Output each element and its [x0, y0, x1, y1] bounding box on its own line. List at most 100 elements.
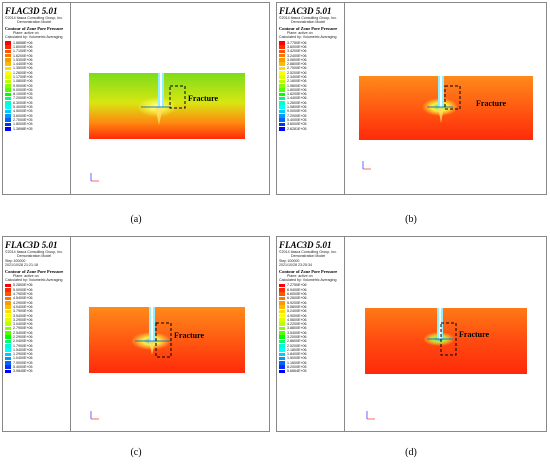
scale-value: 1.7100E+06 — [13, 49, 33, 54]
scale-row: 2.8800E+06 — [279, 62, 342, 66]
scale-swatch — [279, 109, 285, 114]
scale-swatch — [279, 71, 285, 75]
copyright: ©2014 Itasca Consulting Group, Inc. — [5, 16, 63, 20]
scale-value: 1.8400E+06 — [287, 352, 307, 357]
scale-value: 3.4200E+06 — [287, 49, 307, 54]
scale-swatch — [279, 365, 285, 370]
scale-value: 1.8000E+06 — [287, 87, 307, 92]
scale-value: 8.2000E+05 — [287, 365, 307, 370]
scale-value: 1.8000E+06 — [13, 44, 33, 49]
scale-row: 1.0400E+06 — [5, 356, 68, 360]
plane-status: Plane: active on — [287, 273, 313, 278]
scale-row: 5.0000E+06 — [5, 288, 68, 292]
scale-value: 9.9000E+05 — [13, 83, 33, 88]
scale-value: 4.0400E+06 — [13, 304, 33, 309]
timestamp: 2021/10/28 21:21:18 — [5, 263, 38, 268]
plane-status: Plane: active on — [13, 30, 39, 35]
scale-row: 4.7900E+06 — [5, 292, 68, 296]
scale-value: 3.5400E+06 — [287, 330, 307, 335]
model-view-a: Fracture — [71, 3, 269, 194]
scale-row: 7.9000E+05 — [5, 361, 68, 365]
legend-b: FLAC3D 5.01 ©2014 Itasca Consulting Grou… — [277, 3, 345, 194]
scale-value: 1.6200E+06 — [287, 92, 307, 97]
scale-swatch — [279, 122, 285, 127]
scale-row: 1.2900E+06 — [5, 352, 68, 356]
panel-d: FLAC3D 5.01 ©2014 Itasca Consulting Grou… — [276, 236, 547, 432]
scale-swatch — [5, 118, 11, 122]
scale-value: 2.2900E+06 — [13, 335, 33, 339]
scale-swatch — [279, 114, 285, 118]
axis-triad — [90, 173, 99, 182]
scale-swatch — [279, 348, 285, 352]
scale-row: 4.9000E+06 — [279, 314, 342, 318]
scale-value: 2.5200E+06 — [287, 343, 307, 348]
scale-swatch — [279, 309, 285, 314]
caption-b: (b) — [405, 214, 417, 225]
scale-value: 5.5800E+06 — [287, 304, 307, 309]
scale-row: 2.8600E+06 — [279, 339, 342, 343]
fracture-label: Fracture — [476, 99, 507, 108]
scale-swatch — [5, 40, 11, 45]
scale-row: 5.2800E+06 — [5, 283, 68, 287]
plane-status: Plane: active on — [287, 30, 313, 35]
axis-triad — [366, 411, 375, 420]
scale-value: 7.9000E+05 — [13, 360, 33, 365]
scale-swatch — [5, 288, 11, 292]
scale-swatch — [5, 71, 11, 75]
scale-value: 3.6000E+05 — [287, 122, 307, 127]
averaging-method: Calculated by: Volumetric Averaging — [279, 278, 337, 283]
scale-row: 1.3500E+06 — [5, 66, 68, 70]
scale-swatch — [5, 96, 11, 101]
contour-title: Contour of Zone Pore Pressure — [5, 25, 64, 31]
scale-value: 5.4000E+05 — [13, 365, 33, 370]
scale-value: 1.2900E+06 — [13, 352, 33, 357]
scale-row: 1.8000E+06 — [5, 45, 68, 49]
model-name: Demonstration Model — [17, 254, 52, 259]
scale-value: 1.6200E+06 — [13, 53, 33, 58]
scale-row: 5.4000E+05 — [5, 365, 68, 369]
scale-row: 8.2000E+05 — [279, 365, 342, 369]
scale-swatch — [5, 58, 11, 62]
scale-value: 1.2600E+06 — [13, 70, 33, 75]
scale-value: 6.6000E+06 — [287, 292, 307, 297]
scale-swatch — [279, 49, 285, 54]
scale-swatch — [279, 118, 285, 122]
scale-swatch — [5, 45, 11, 49]
scale-swatch — [279, 352, 285, 357]
scale-value: 9.0000E+05 — [13, 87, 33, 92]
scale-value: 2.3400E+06 — [287, 75, 307, 79]
scale-row: 1.8400E+06 — [279, 352, 342, 356]
fracture-box — [440, 322, 457, 356]
scale-swatch — [5, 361, 11, 365]
scale-row: 2.1800E+06 — [279, 348, 342, 352]
fracture-tip — [149, 341, 155, 355]
caption-a: (a) — [130, 214, 142, 225]
scale-row: 3.5400E+06 — [5, 314, 68, 318]
scale-swatch — [5, 88, 11, 92]
scale-row: 1.5400E+06 — [5, 348, 68, 352]
model-view-d: Fracture — [345, 237, 546, 431]
scale-row: 4.2200E+06 — [279, 322, 342, 326]
scale-value: 3.7900E+06 — [13, 309, 33, 314]
scale-value: 5.2400E+06 — [287, 309, 307, 314]
scale-value: 1.4400E+06 — [287, 96, 307, 101]
scale-swatch — [279, 283, 285, 288]
scale-swatch — [279, 331, 285, 335]
scale-row: 1.4400E+06 — [5, 62, 68, 66]
color-scale: 5.2800E+06 5.0000E+06 4.7900E+06 4.5400E+06… — [5, 283, 68, 373]
panel-c: FLAC3D 5.01 ©2014 Itasca Consulting Grou… — [2, 236, 270, 432]
axis-triad — [362, 161, 371, 170]
scale-value: 1.0800E+06 — [287, 105, 307, 110]
scale-value: 4.9000E+06 — [287, 313, 307, 318]
scale-value: 1.1700E+06 — [13, 75, 33, 79]
scale-value: 6.3000E+05 — [13, 100, 33, 105]
scale-swatch — [279, 58, 285, 62]
scale-value: 3.7750E+06 — [287, 40, 307, 45]
scale-value: 7.2750E+06 — [287, 283, 307, 288]
app-title: FLAC3D 5.01 — [279, 240, 332, 250]
scale-row: 7.2000E+05 — [279, 114, 342, 118]
scale-swatch — [5, 296, 11, 301]
scale-swatch — [279, 335, 285, 339]
scale-swatch — [5, 105, 11, 110]
fracture-tip — [155, 107, 163, 125]
